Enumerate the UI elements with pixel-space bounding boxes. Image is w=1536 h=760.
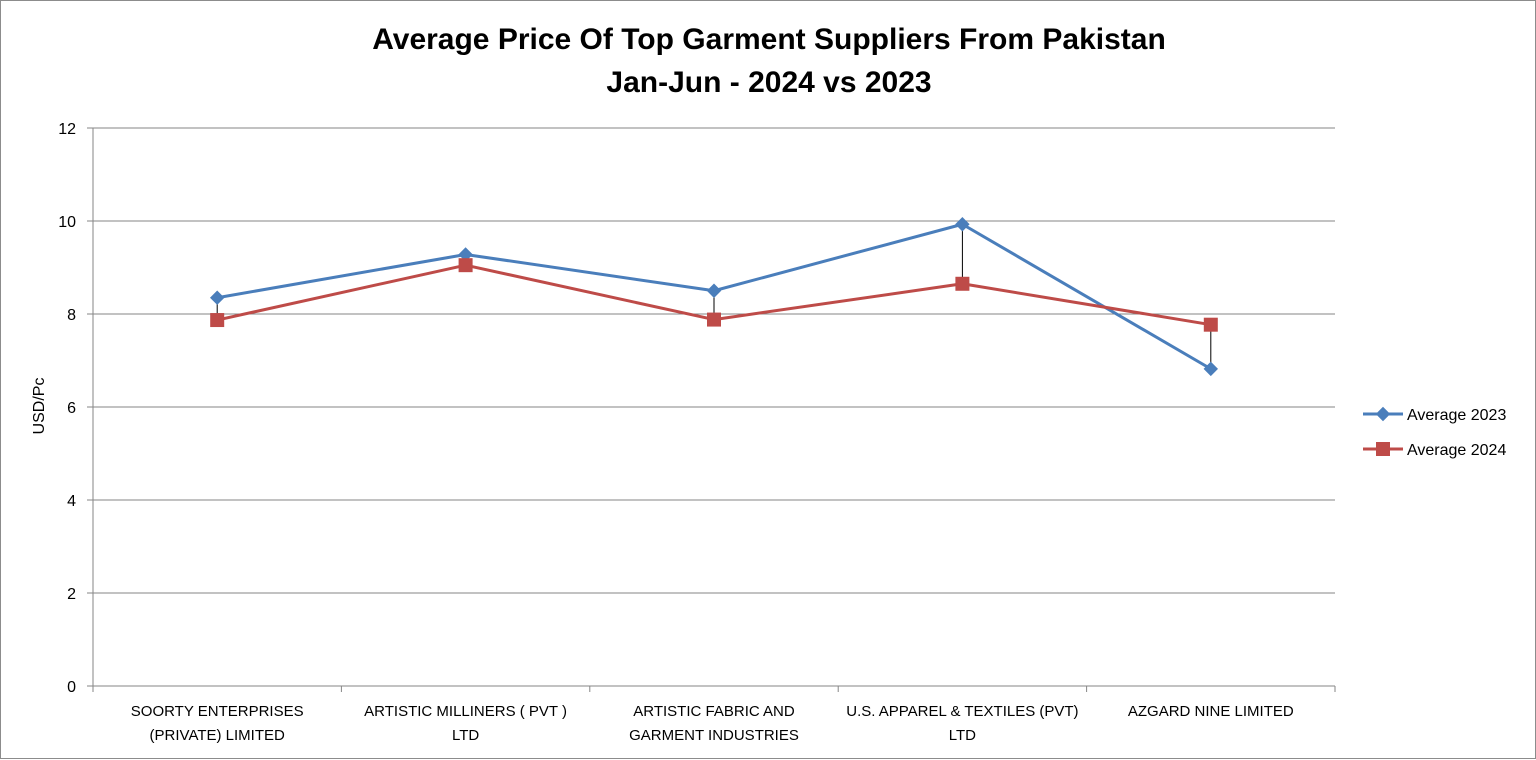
chart-title: Average Price Of Top Garment Suppliers F… bbox=[372, 23, 1166, 56]
x-category-label: U.S. APPAREL & TEXTILES (PVT) LTD bbox=[846, 703, 1078, 744]
data-point-2-2 bbox=[458, 258, 473, 273]
gridlines bbox=[93, 127, 1335, 594]
data-point-2-3 bbox=[707, 312, 721, 327]
legend-marker-1 bbox=[1375, 406, 1391, 422]
legend: Average 2023 Average 2024 bbox=[1363, 406, 1506, 459]
y-tick-labels: 0 2 4 6 8 10 12 bbox=[58, 121, 76, 696]
y-tick-label: 10 bbox=[58, 214, 76, 231]
x-category-label: ARTISTIC FABRIC AND GARMENT INDUSTRIES bbox=[629, 703, 799, 744]
data-point-2-5 bbox=[1203, 317, 1218, 332]
data-point-1-3 bbox=[706, 283, 722, 298]
x-category-label: SOORTY ENTERPRISES (PRIVATE) LIMITED bbox=[131, 703, 304, 744]
y-tick-label: 2 bbox=[67, 586, 76, 603]
y-tick-label: 4 bbox=[67, 493, 76, 510]
y-tick-label: 6 bbox=[67, 400, 76, 417]
axes bbox=[87, 127, 1336, 692]
x-category-label: AZGARD NINE LIMITED bbox=[1128, 703, 1294, 720]
x-category-label: ARTISTIC MILLINERS ( PVT ) LTD bbox=[364, 703, 567, 744]
data-point-1-5 bbox=[1203, 361, 1219, 377]
x-category-labels: SOORTY ENTERPRISES (PRIVATE) LIMITED ARTIS… bbox=[131, 703, 1294, 744]
legend-label-2: Average 2024 bbox=[1407, 442, 1506, 459]
legend-label-1: Average 2023 bbox=[1407, 407, 1506, 424]
legend-marker-2 bbox=[1376, 442, 1390, 456]
data-point-2-4 bbox=[955, 276, 970, 291]
data-point-1-1 bbox=[209, 290, 225, 305]
y-tick-label: 0 bbox=[67, 679, 76, 696]
data-point-2-1 bbox=[210, 313, 225, 328]
y-tick-label: 12 bbox=[58, 121, 76, 138]
series-lines bbox=[209, 217, 1219, 377]
y-axis-label: USD/Pc bbox=[31, 378, 48, 435]
data-point-1-4 bbox=[955, 217, 970, 232]
y-tick-label: 8 bbox=[67, 307, 76, 324]
chart-subtitle: Jan-Jun - 2024 vs 2023 bbox=[606, 66, 931, 99]
